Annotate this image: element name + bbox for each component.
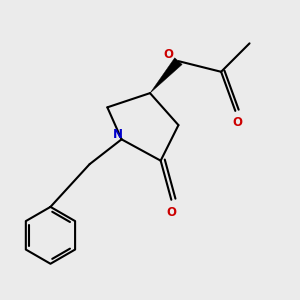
Text: N: N bbox=[113, 128, 123, 140]
Text: O: O bbox=[164, 48, 173, 61]
Polygon shape bbox=[150, 58, 182, 93]
Text: O: O bbox=[232, 116, 242, 129]
Text: O: O bbox=[166, 206, 176, 219]
